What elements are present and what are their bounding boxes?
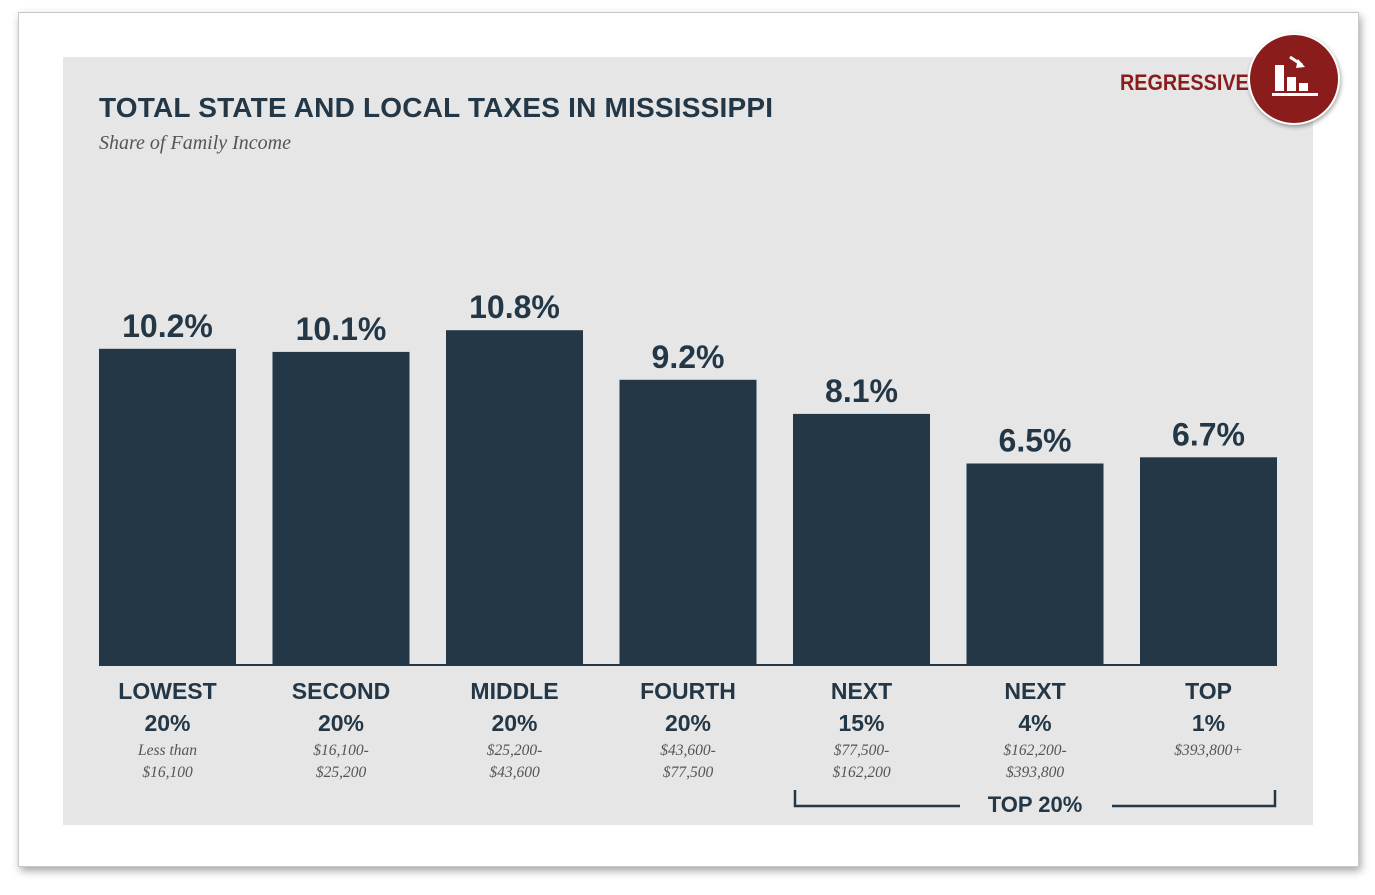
income-range-label: $162,200- $393,800 (1003, 742, 1067, 781)
bar (99, 348, 236, 665)
income-range-label: $16,100- $25,200 (313, 742, 369, 781)
bar (272, 351, 410, 665)
bar-value-label: 10.2% (122, 308, 213, 344)
income-range-label: $25,200- $43,600 (486, 742, 543, 781)
bracket-left (793, 790, 960, 808)
regressive-chart-icon (1272, 55, 1318, 96)
category-label: SECOND 20% (291, 678, 391, 736)
bar-value-label: 10.1% (296, 311, 387, 347)
income-range-label: $77,500- $162,200 (832, 742, 891, 781)
bar (619, 379, 757, 665)
bar-value-label: 6.7% (1172, 416, 1245, 452)
income-range-label: Less than $16,100 (138, 742, 197, 781)
bar-value-label: 8.1% (825, 373, 898, 409)
bar (1140, 457, 1277, 665)
bar-value-label: 6.5% (999, 423, 1072, 459)
category-label: NEXT 4% (1004, 678, 1066, 736)
chart-title: TOTAL STATE AND LOCAL TAXES IN MISSISSIP… (99, 92, 774, 123)
bar-value-label: 10.8% (469, 289, 560, 325)
category-label: TOP 1% (1185, 678, 1232, 736)
bar-value-label: 9.2% (652, 339, 725, 375)
category-label: NEXT 15% (830, 678, 893, 736)
income-range-label: $393,800+ (1174, 742, 1243, 759)
category-label: MIDDLE 20% (470, 678, 559, 736)
regressive-badge (1248, 33, 1340, 125)
bar (446, 330, 583, 665)
bar (966, 463, 1104, 665)
bar (793, 413, 930, 665)
income-range-label: $43,600- $77,500 (660, 742, 716, 781)
chart-subtitle: Share of Family Income (99, 132, 291, 154)
regressive-label: REGRESSIVE (1120, 70, 1249, 95)
bracket-right (1112, 790, 1277, 808)
category-label: LOWEST 20% (118, 678, 217, 736)
category-label: FOURTH 20% (640, 678, 736, 736)
top-20-bracket-label: TOP 20% (987, 792, 1083, 817)
